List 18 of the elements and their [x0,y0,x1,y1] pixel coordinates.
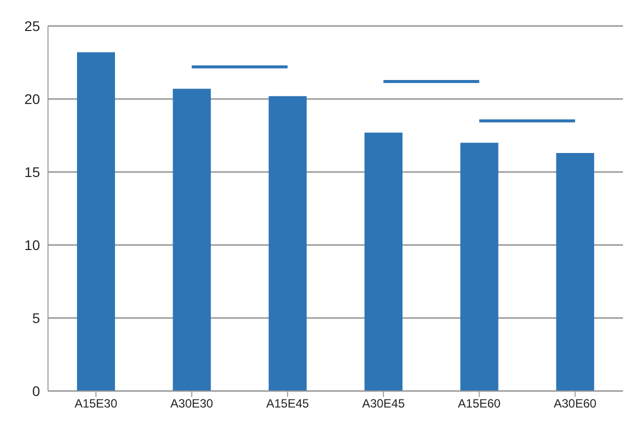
x-tick-label: A30E30 [170,396,214,411]
x-tick-label: A30E45 [362,396,406,411]
x-tick-label: A15E60 [458,396,501,411]
y-tick-label: 20 [24,90,40,107]
x-tick-label: A15E45 [266,396,310,411]
bar [364,132,402,391]
bar [556,153,594,391]
bar [77,52,115,391]
y-tick-label: 10 [24,236,40,253]
y-tick-label: 25 [24,18,40,34]
bar [268,96,307,391]
y-tick-label: 5 [32,310,40,326]
bar [460,142,498,391]
bar [172,88,211,391]
y-tick-label: 0 [32,382,40,399]
x-tick-label: A30E60 [554,396,597,411]
y-tick-label: 15 [24,164,40,180]
x-tick-label: A15E30 [74,396,118,411]
